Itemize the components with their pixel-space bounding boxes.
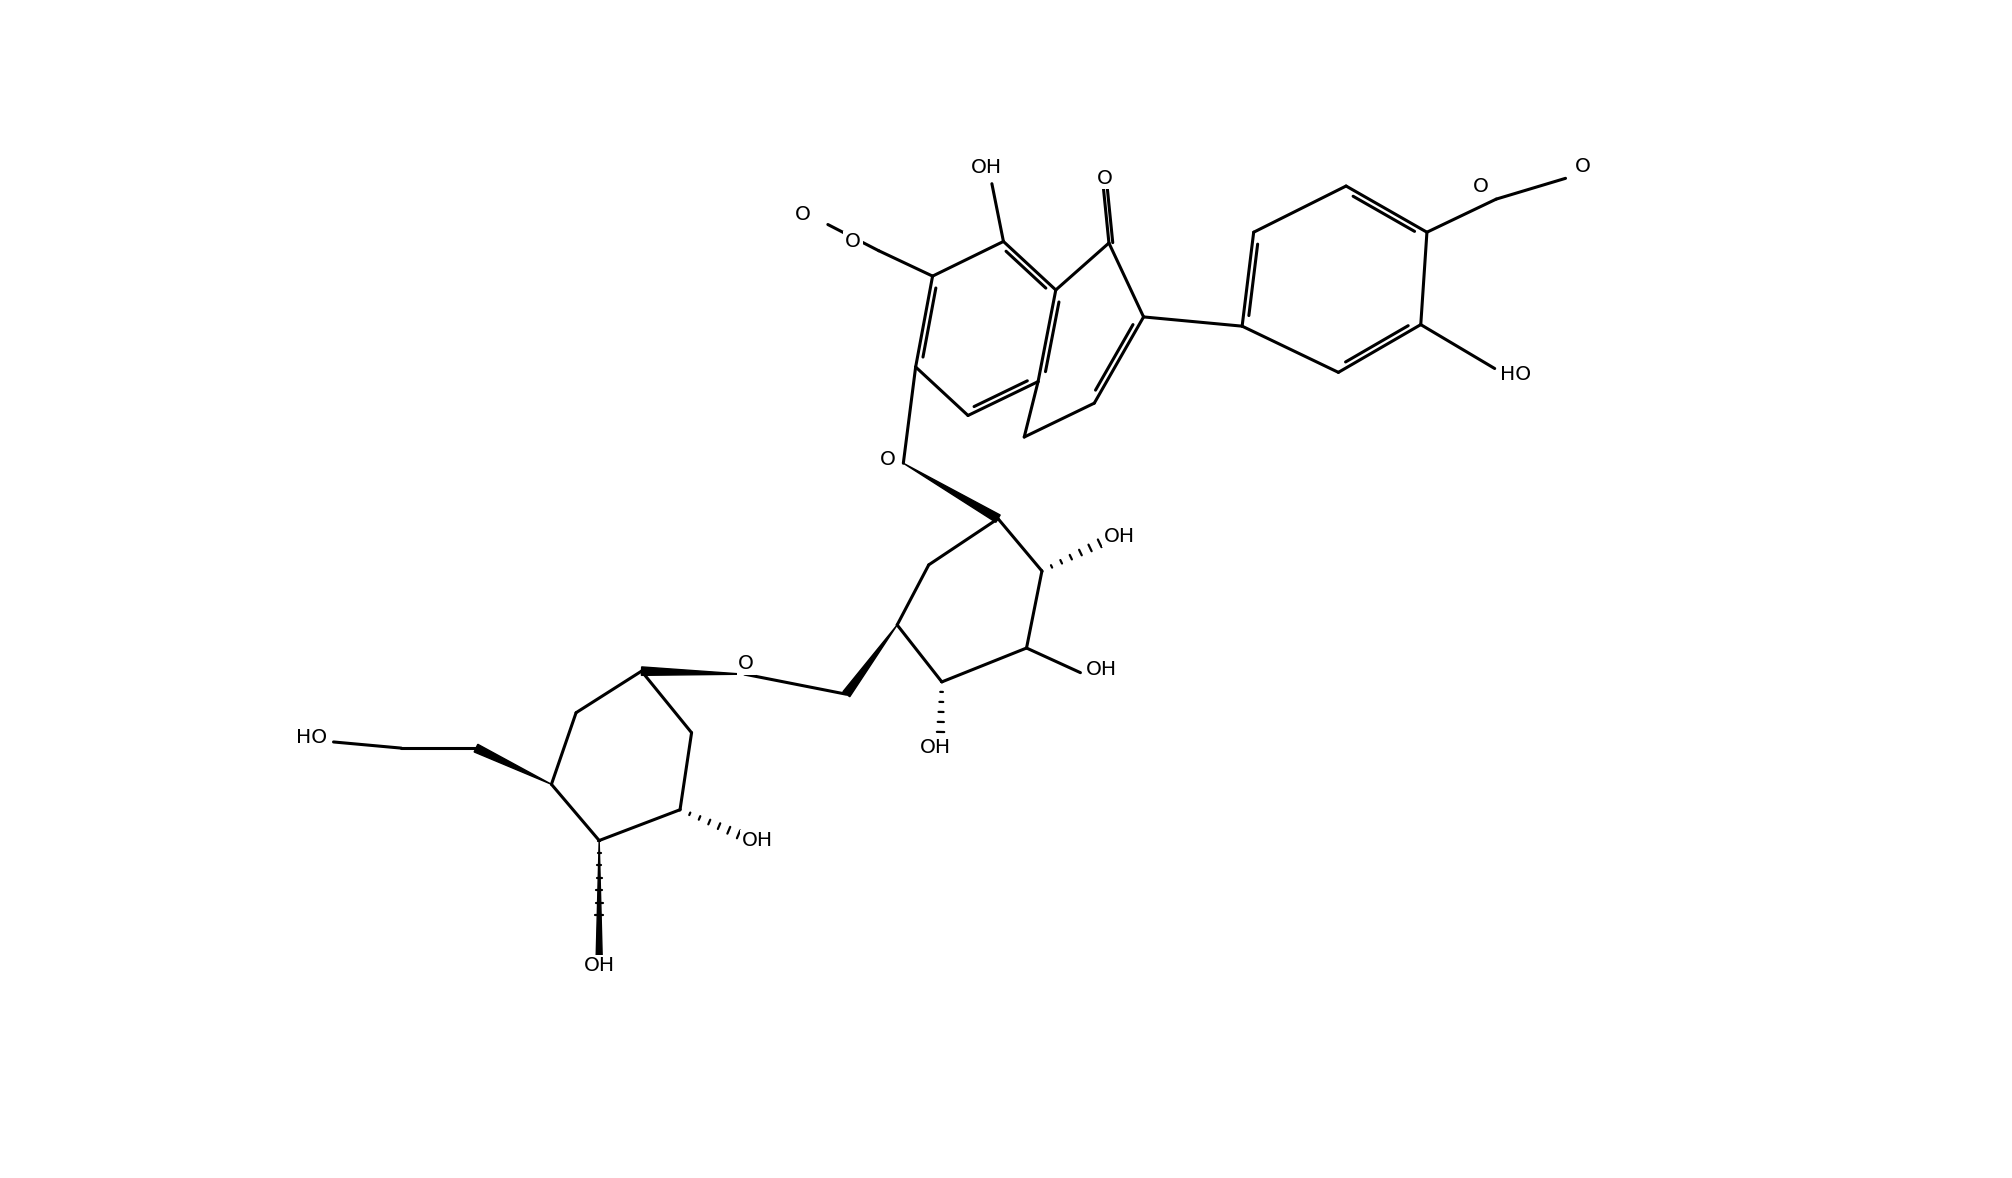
Polygon shape xyxy=(475,744,551,785)
Text: OH: OH xyxy=(919,739,952,757)
Text: O: O xyxy=(845,232,861,251)
Text: OH: OH xyxy=(972,159,1002,178)
Text: HO: HO xyxy=(296,728,328,747)
Text: O: O xyxy=(1097,168,1113,187)
Text: OH: OH xyxy=(742,832,773,851)
Polygon shape xyxy=(843,624,897,696)
Polygon shape xyxy=(642,667,744,675)
Polygon shape xyxy=(903,463,1000,522)
Text: O: O xyxy=(738,655,754,674)
Text: OH: OH xyxy=(583,957,616,975)
Text: OH: OH xyxy=(1086,660,1117,679)
Polygon shape xyxy=(596,841,602,959)
Text: OH: OH xyxy=(1103,527,1135,545)
Text: O: O xyxy=(879,450,895,469)
Text: HO: HO xyxy=(1501,365,1531,384)
Text: O: O xyxy=(795,205,811,225)
Text: O: O xyxy=(1575,157,1591,176)
Text: O: O xyxy=(1473,177,1489,196)
